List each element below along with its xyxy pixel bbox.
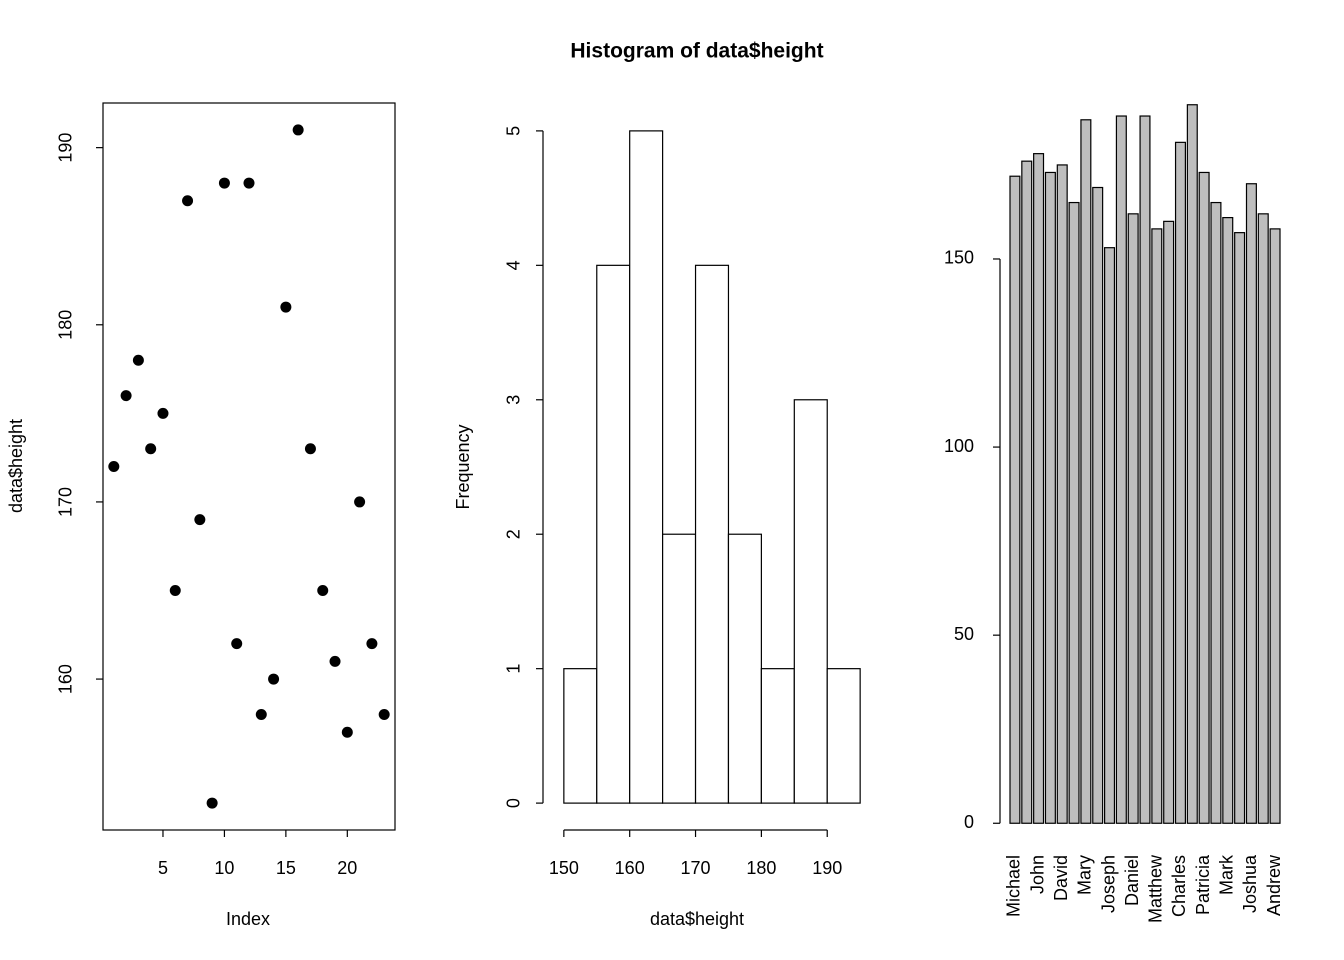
- bar: [1009, 175, 1021, 824]
- bar: [1234, 232, 1246, 824]
- point: [132, 354, 144, 366]
- point: [317, 585, 329, 597]
- bar: [662, 533, 697, 804]
- point: [157, 407, 169, 419]
- y-tick-label: 0: [964, 812, 974, 832]
- x-tick-label: Joshua: [1240, 854, 1260, 913]
- x-tick-label: 20: [337, 858, 357, 878]
- bar: [1103, 247, 1116, 824]
- x-tick-label: Patricia: [1193, 854, 1213, 915]
- bar: [1151, 228, 1163, 824]
- bar: [1068, 201, 1080, 824]
- x-tick-label: Mary: [1075, 855, 1095, 895]
- y-tick-label: 0: [504, 798, 524, 808]
- x-tick-label: Matthew: [1146, 854, 1166, 923]
- x-tick-label: 5: [158, 858, 168, 878]
- point: [354, 496, 366, 508]
- point: [329, 655, 341, 667]
- point: [292, 124, 304, 136]
- bar: [1198, 171, 1210, 824]
- bar: [1080, 119, 1092, 824]
- point: [108, 461, 120, 472]
- y-tick-label: 1: [504, 664, 524, 674]
- point: [169, 585, 181, 597]
- point: [243, 177, 255, 189]
- y-tick-label: 4: [504, 260, 524, 270]
- point: [341, 726, 353, 738]
- x-tick-label: Andrew: [1264, 854, 1284, 916]
- bar: [596, 264, 631, 804]
- x-axis-label: data$height: [650, 909, 744, 929]
- bar: [1245, 183, 1257, 824]
- x-axis-label: Index: [226, 909, 270, 929]
- bar: [1139, 115, 1151, 824]
- bar: [1033, 153, 1045, 824]
- x-tick-label: Daniel: [1122, 855, 1142, 906]
- y-tick-label: 100: [944, 436, 974, 456]
- x-tick-label: 15: [276, 858, 296, 878]
- point: [218, 177, 230, 189]
- bar: [563, 668, 598, 804]
- y-tick-label: 180: [56, 310, 76, 340]
- x-tick-label: 10: [214, 858, 234, 878]
- bar: [694, 264, 730, 804]
- bar: [629, 130, 664, 804]
- bar: [1127, 213, 1139, 824]
- bar: [1257, 213, 1269, 824]
- chart-title: Histogram of data$height: [570, 40, 823, 63]
- point: [194, 514, 206, 526]
- x-tick-label: Joseph: [1098, 855, 1118, 913]
- x-tick-label: John: [1027, 855, 1047, 894]
- x-tick-label: 170: [681, 858, 711, 878]
- point: [182, 195, 194, 207]
- point: [145, 443, 157, 455]
- y-tick-label: 3: [504, 395, 524, 405]
- bar: [1222, 216, 1234, 824]
- y-axis-label: Frequency: [453, 424, 473, 509]
- point: [255, 709, 267, 721]
- x-tick-label: 150: [549, 858, 579, 878]
- x-tick-label: 160: [615, 858, 645, 878]
- y-tick-label: 2: [504, 529, 524, 539]
- point: [120, 390, 132, 402]
- bar: [760, 668, 795, 804]
- y-axis-label: data$height: [6, 419, 26, 513]
- x-tick-label: Mark: [1217, 854, 1237, 895]
- y-tick-label: 190: [56, 133, 76, 163]
- bar: [793, 399, 828, 804]
- point: [378, 709, 390, 721]
- x-tick-label: David: [1051, 855, 1071, 901]
- point: [206, 797, 218, 809]
- x-tick-label: 190: [812, 858, 842, 878]
- bar: [1044, 171, 1056, 824]
- x-tick-label: Charles: [1169, 855, 1189, 917]
- y-tick-label: 160: [56, 664, 76, 694]
- point: [304, 443, 316, 455]
- bar: [1174, 141, 1187, 824]
- point: [231, 638, 243, 650]
- bar: [1269, 228, 1281, 824]
- point: [268, 673, 280, 685]
- x-tick-label: Michael: [1004, 855, 1024, 917]
- bar: [1163, 220, 1175, 824]
- bar: [1021, 160, 1033, 824]
- bar: [727, 533, 762, 804]
- bar: [1210, 201, 1222, 824]
- point: [280, 301, 292, 313]
- y-tick-label: 50: [954, 624, 974, 644]
- y-tick-label: 150: [944, 248, 974, 268]
- bar: [1092, 186, 1104, 824]
- bar: [1115, 115, 1127, 824]
- bar: [1186, 104, 1198, 824]
- y-tick-label: 170: [56, 487, 76, 517]
- bar: [826, 668, 861, 804]
- x-tick-label: 180: [746, 858, 776, 878]
- bar: [1056, 164, 1068, 824]
- y-tick-label: 5: [504, 126, 524, 136]
- plot-frame: [102, 102, 396, 831]
- point: [366, 638, 378, 650]
